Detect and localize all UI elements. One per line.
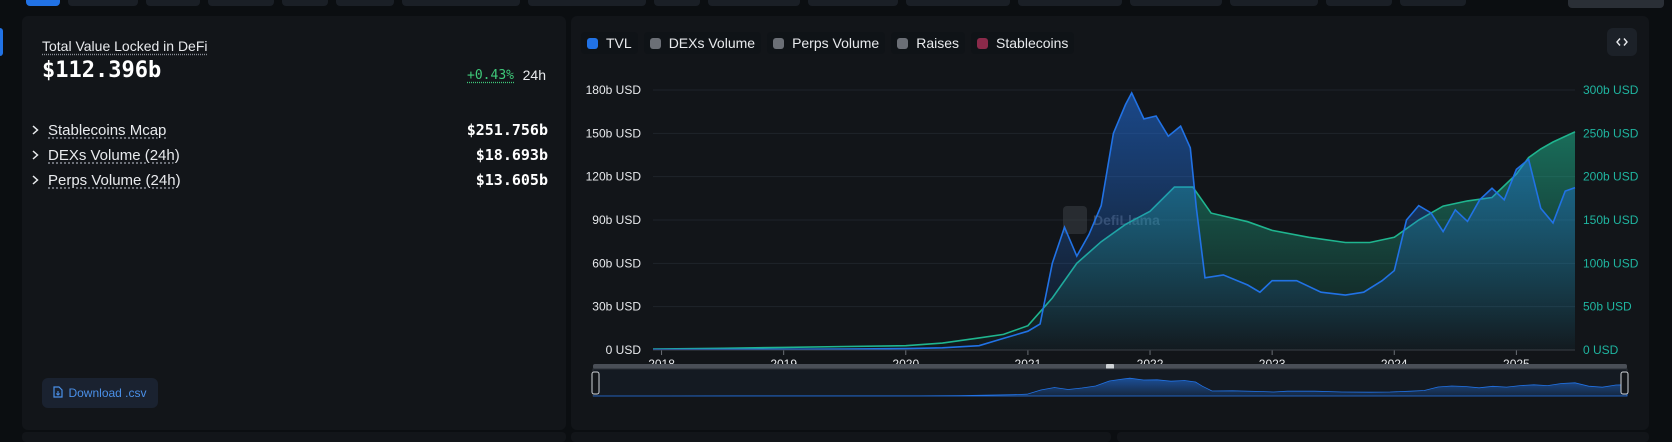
nav-tab[interactable] [528,0,646,6]
navigator-right-handle [1620,371,1629,395]
legend-label: Stablecoins [996,35,1069,51]
nav-tab[interactable] [708,0,800,6]
tvl-series-line [652,91,1576,351]
y-left-tick-label: 0 USD [606,343,642,357]
nav-tab[interactable] [336,0,394,6]
legend-swatch [977,37,989,49]
legend-swatch [649,37,661,49]
nav-tab[interactable] [282,0,328,6]
nav-tab-active[interactable] [26,0,60,6]
y-left-tick-label: 180b USD [586,83,642,97]
legend-item-dexs-volume[interactable]: DEXs Volume [643,32,762,54]
y-left-tick-label: 150b USD [586,126,642,140]
nav-tab[interactable] [906,0,1010,6]
metric-label: Perps Volume (24h) [48,171,181,189]
legend-item-raises[interactable]: Raises [891,32,966,54]
code-icon [1616,35,1628,50]
nav-tab[interactable] [1400,0,1466,6]
chart-legend: TVL DEXs Volume Perps Volume Raises Stab… [581,32,1075,54]
file-download-icon [53,385,64,401]
summary-panel: Total Value Locked in DeFi $112.396b +0.… [22,16,566,430]
series-layer [652,91,1576,351]
legend-swatch [897,37,909,49]
y-right-tick-label: 100b USD [1583,256,1639,270]
y-axis-right: 0 USD 50b USD 100b USD 150b USD 200b USD 250b… [1583,83,1639,357]
legend-swatch [587,37,598,49]
legend-swatch [773,37,785,49]
tvl-series-area [653,92,1575,351]
legend-label: Raises [916,35,960,51]
metric-label: DEXs Volume (24h) [48,146,180,164]
y-right-tick-label: 250b USD [1583,126,1639,140]
tvl-value: $112.396b [42,58,162,83]
sidebar-active-indicator [0,28,3,56]
legend-label: DEXs Volume [668,35,756,51]
nav-tab[interactable] [146,0,200,6]
metric-value: $251.756b [466,121,548,139]
top-nav [0,0,1672,10]
panel-bottom [22,432,566,442]
legend-item-stablecoins[interactable]: Stablecoins [971,32,1075,54]
chevron-right-icon [28,123,42,137]
y-right-tick-label: 50b USD [1583,300,1632,314]
range-navigator[interactable] [591,364,1629,397]
legend-item-tvl[interactable]: TVL [581,32,638,54]
y-left-tick-label: 90b USD [592,213,641,227]
y-right-tick-label: 0 USD [1583,343,1619,357]
metric-value: $18.693b [475,146,548,164]
legend-item-perps-volume[interactable]: Perps Volume [767,32,886,54]
metric-row-stablecoins[interactable]: Stablecoins Mcap $251.756b [28,119,548,141]
nav-tab[interactable] [1326,0,1392,6]
navigator-left-handle [591,371,600,395]
metric-value: $13.605b [475,171,548,189]
tvl-change[interactable]: +0.43% [467,68,514,83]
chevron-right-icon [28,173,42,187]
chart-panel: TVL DEXs Volume Perps Volume Raises Stab… [571,16,1649,430]
panel-bottom [1117,432,1649,442]
chevron-right-icon [28,148,42,162]
nav-tab[interactable] [208,0,274,6]
top-right-button[interactable] [1568,0,1664,8]
nav-tab[interactable] [808,0,898,6]
legend-label: Perps Volume [792,35,880,51]
download-csv-button[interactable]: Download .csv [42,378,158,408]
embed-code-button[interactable] [1607,28,1637,56]
legend-label: TVL [606,35,632,51]
y-left-tick-label: 30b USD [592,300,641,314]
metric-row-perps-volume[interactable]: Perps Volume (24h) $13.605b [28,169,548,191]
llama-logo-icon [1063,206,1087,234]
y-right-tick-label: 300b USD [1583,83,1639,97]
y-axis-left: 0 USD 30b USD 60b USD 90b USD 120b USD 150b U… [586,83,642,357]
panel-bottom [571,432,1111,442]
y-left-tick-label: 120b USD [586,170,642,184]
tvl-label[interactable]: Total Value Locked in DeFi [42,38,208,54]
download-csv-label: Download .csv [68,386,147,400]
tvl-period: 24h [522,67,546,83]
y-left-tick-label: 60b USD [592,256,641,270]
y-right-tick-label: 150b USD [1583,213,1639,227]
navigator-series [593,377,1628,397]
metric-label: Stablecoins Mcap [48,121,167,139]
nav-tab[interactable] [1130,0,1222,6]
y-right-tick-label: 200b USD [1583,170,1639,184]
navigator-grip-icon [1106,364,1114,369]
nav-tab[interactable] [402,0,520,6]
nav-tab[interactable] [1230,0,1318,6]
nav-tab[interactable] [654,0,700,6]
metric-row-dexs-volume[interactable]: DEXs Volume (24h) $18.693b [28,144,548,166]
nav-tab[interactable] [68,0,138,6]
nav-tab[interactable] [1018,0,1122,6]
